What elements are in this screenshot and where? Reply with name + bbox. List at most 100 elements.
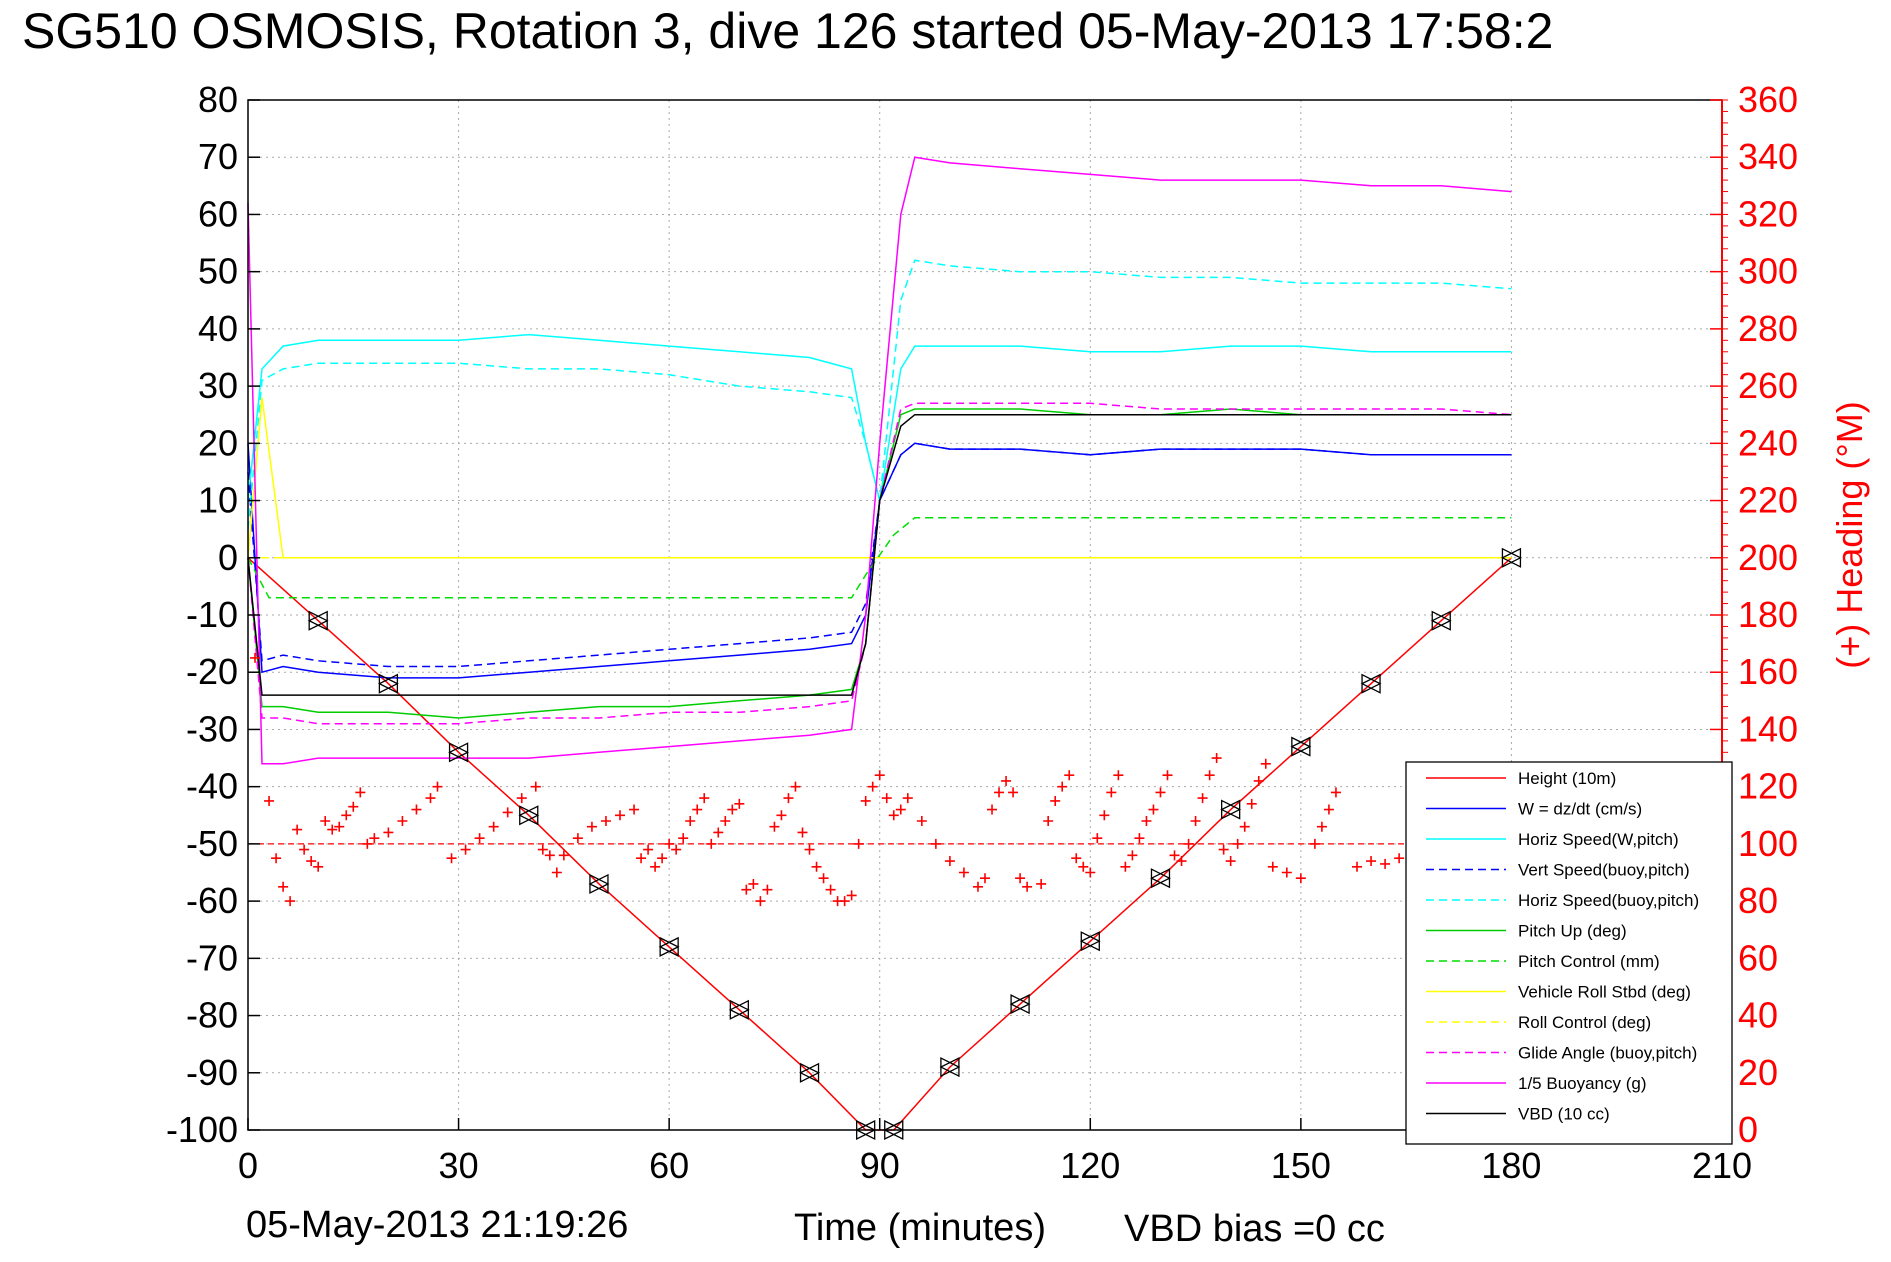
right-y-tick-label: 140 (1738, 708, 1798, 749)
height-marker (377, 673, 399, 694)
heading-point (1064, 770, 1075, 781)
height-marker (728, 999, 750, 1020)
heading-point (1113, 770, 1124, 781)
heading-point (972, 881, 983, 892)
y-tick-label: 20 (198, 422, 238, 463)
heading-point (790, 781, 801, 792)
heading-point (1239, 821, 1250, 832)
heading-point (853, 838, 864, 849)
x-tick-label: 120 (1060, 1145, 1120, 1186)
heading-point (776, 810, 787, 821)
legend-label: Vehicle Roll Stbd (deg) (1518, 983, 1691, 1002)
y-tick-label: 50 (198, 251, 238, 292)
heading-point (664, 838, 675, 849)
right-y-tick-label: 180 (1738, 594, 1798, 635)
legend-label: Height (10m) (1518, 769, 1616, 788)
y-tick-label: 0 (218, 537, 238, 578)
heading-point (1162, 770, 1173, 781)
legend-label: Vert Speed(buoy,pitch) (1518, 861, 1690, 880)
heading-point (600, 816, 611, 826)
heading-point (1099, 810, 1110, 821)
height-marker (1360, 673, 1382, 694)
heading-point (516, 793, 527, 804)
y-tick-label: 70 (198, 136, 238, 177)
heading-point (1120, 861, 1131, 872)
heading-point (572, 833, 583, 844)
right-y-tick-label: 100 (1738, 823, 1798, 864)
heading-point (299, 844, 310, 855)
right-y-tick-label: 280 (1738, 308, 1798, 349)
heading-point (958, 867, 969, 878)
heading-point (1078, 861, 1089, 872)
heading-point (699, 793, 710, 804)
height-marker (1079, 931, 1101, 952)
x-tick-label: 150 (1271, 1145, 1331, 1186)
height-marker (518, 805, 540, 826)
heading-point (860, 795, 871, 806)
heading-point (1008, 787, 1019, 798)
heading-point (762, 884, 773, 895)
right-y-tick-label: 60 (1738, 937, 1778, 978)
series-line-6 (247, 516, 1512, 599)
right-y-tick-label: 0 (1738, 1109, 1758, 1150)
heading-point (1015, 873, 1026, 884)
x-tick-label: 210 (1692, 1145, 1752, 1186)
heading-point (874, 770, 885, 781)
legend-label: Glide Angle (buoy,pitch) (1518, 1044, 1697, 1063)
heading-point (586, 821, 597, 832)
legend-label: W = dz/dt (cm/s) (1518, 800, 1642, 819)
heading-point (615, 810, 626, 821)
heading-point (804, 844, 815, 855)
heading-point (1309, 838, 1320, 849)
y-tick-label: -70 (186, 937, 238, 978)
heading-point (671, 844, 682, 855)
heading-point (1366, 856, 1377, 867)
heading-point (1071, 853, 1082, 864)
heading-point (643, 844, 654, 855)
heading-point (348, 801, 359, 812)
heading-point (250, 652, 261, 663)
right-y-tick-label: 160 (1738, 651, 1798, 692)
legend-label: VBD (10 cc) (1518, 1105, 1610, 1124)
heading-point (1394, 853, 1405, 864)
heading-point (720, 816, 731, 826)
right-y-tick-label: 40 (1738, 995, 1778, 1036)
heading-point (544, 850, 555, 861)
heading-point (460, 844, 471, 855)
vbd-bias-note: VBD bias =0 cc (1124, 1208, 1385, 1250)
heading-point (1022, 881, 1033, 892)
heading-point (1316, 821, 1327, 832)
y-tick-label: -80 (186, 995, 238, 1036)
heading-point (292, 824, 303, 835)
heading-point (650, 861, 661, 872)
right-y-tick-label: 260 (1738, 365, 1798, 406)
heading-point (1176, 856, 1187, 867)
right-y-tick-label: 20 (1738, 1052, 1778, 1093)
heading-point (1380, 858, 1391, 869)
heading-point (755, 896, 766, 907)
height-marker (1500, 547, 1522, 568)
heading-point (341, 810, 352, 821)
height-marker (1430, 610, 1452, 631)
x-tick-label: 90 (860, 1145, 900, 1186)
heading-point (355, 787, 366, 798)
legend-label: Pitch Up (deg) (1518, 922, 1627, 941)
plot-timestamp: 05-May-2013 21:19:26 (246, 1204, 629, 1246)
heading-point (706, 838, 717, 849)
y-tick-label: -50 (186, 823, 238, 864)
heading-point (994, 787, 1005, 798)
heading-point (1190, 816, 1201, 826)
heading-point (1218, 844, 1229, 855)
heading-point (797, 827, 808, 838)
legend-label: Roll Control (deg) (1518, 1013, 1651, 1032)
heading-point (916, 816, 927, 826)
heading-point (1232, 838, 1243, 849)
heading-point (678, 833, 689, 844)
legend-label: Horiz Speed(W,pitch) (1518, 830, 1679, 849)
legend-label: Horiz Speed(buoy,pitch) (1518, 891, 1699, 910)
heading-point (783, 793, 794, 804)
series-line-10 (247, 156, 1512, 765)
heading-point (313, 861, 324, 872)
chart-title: SG510 OSMOSIS, Rotation 3, dive 126 star… (22, 3, 1554, 59)
heading-point (530, 781, 541, 792)
